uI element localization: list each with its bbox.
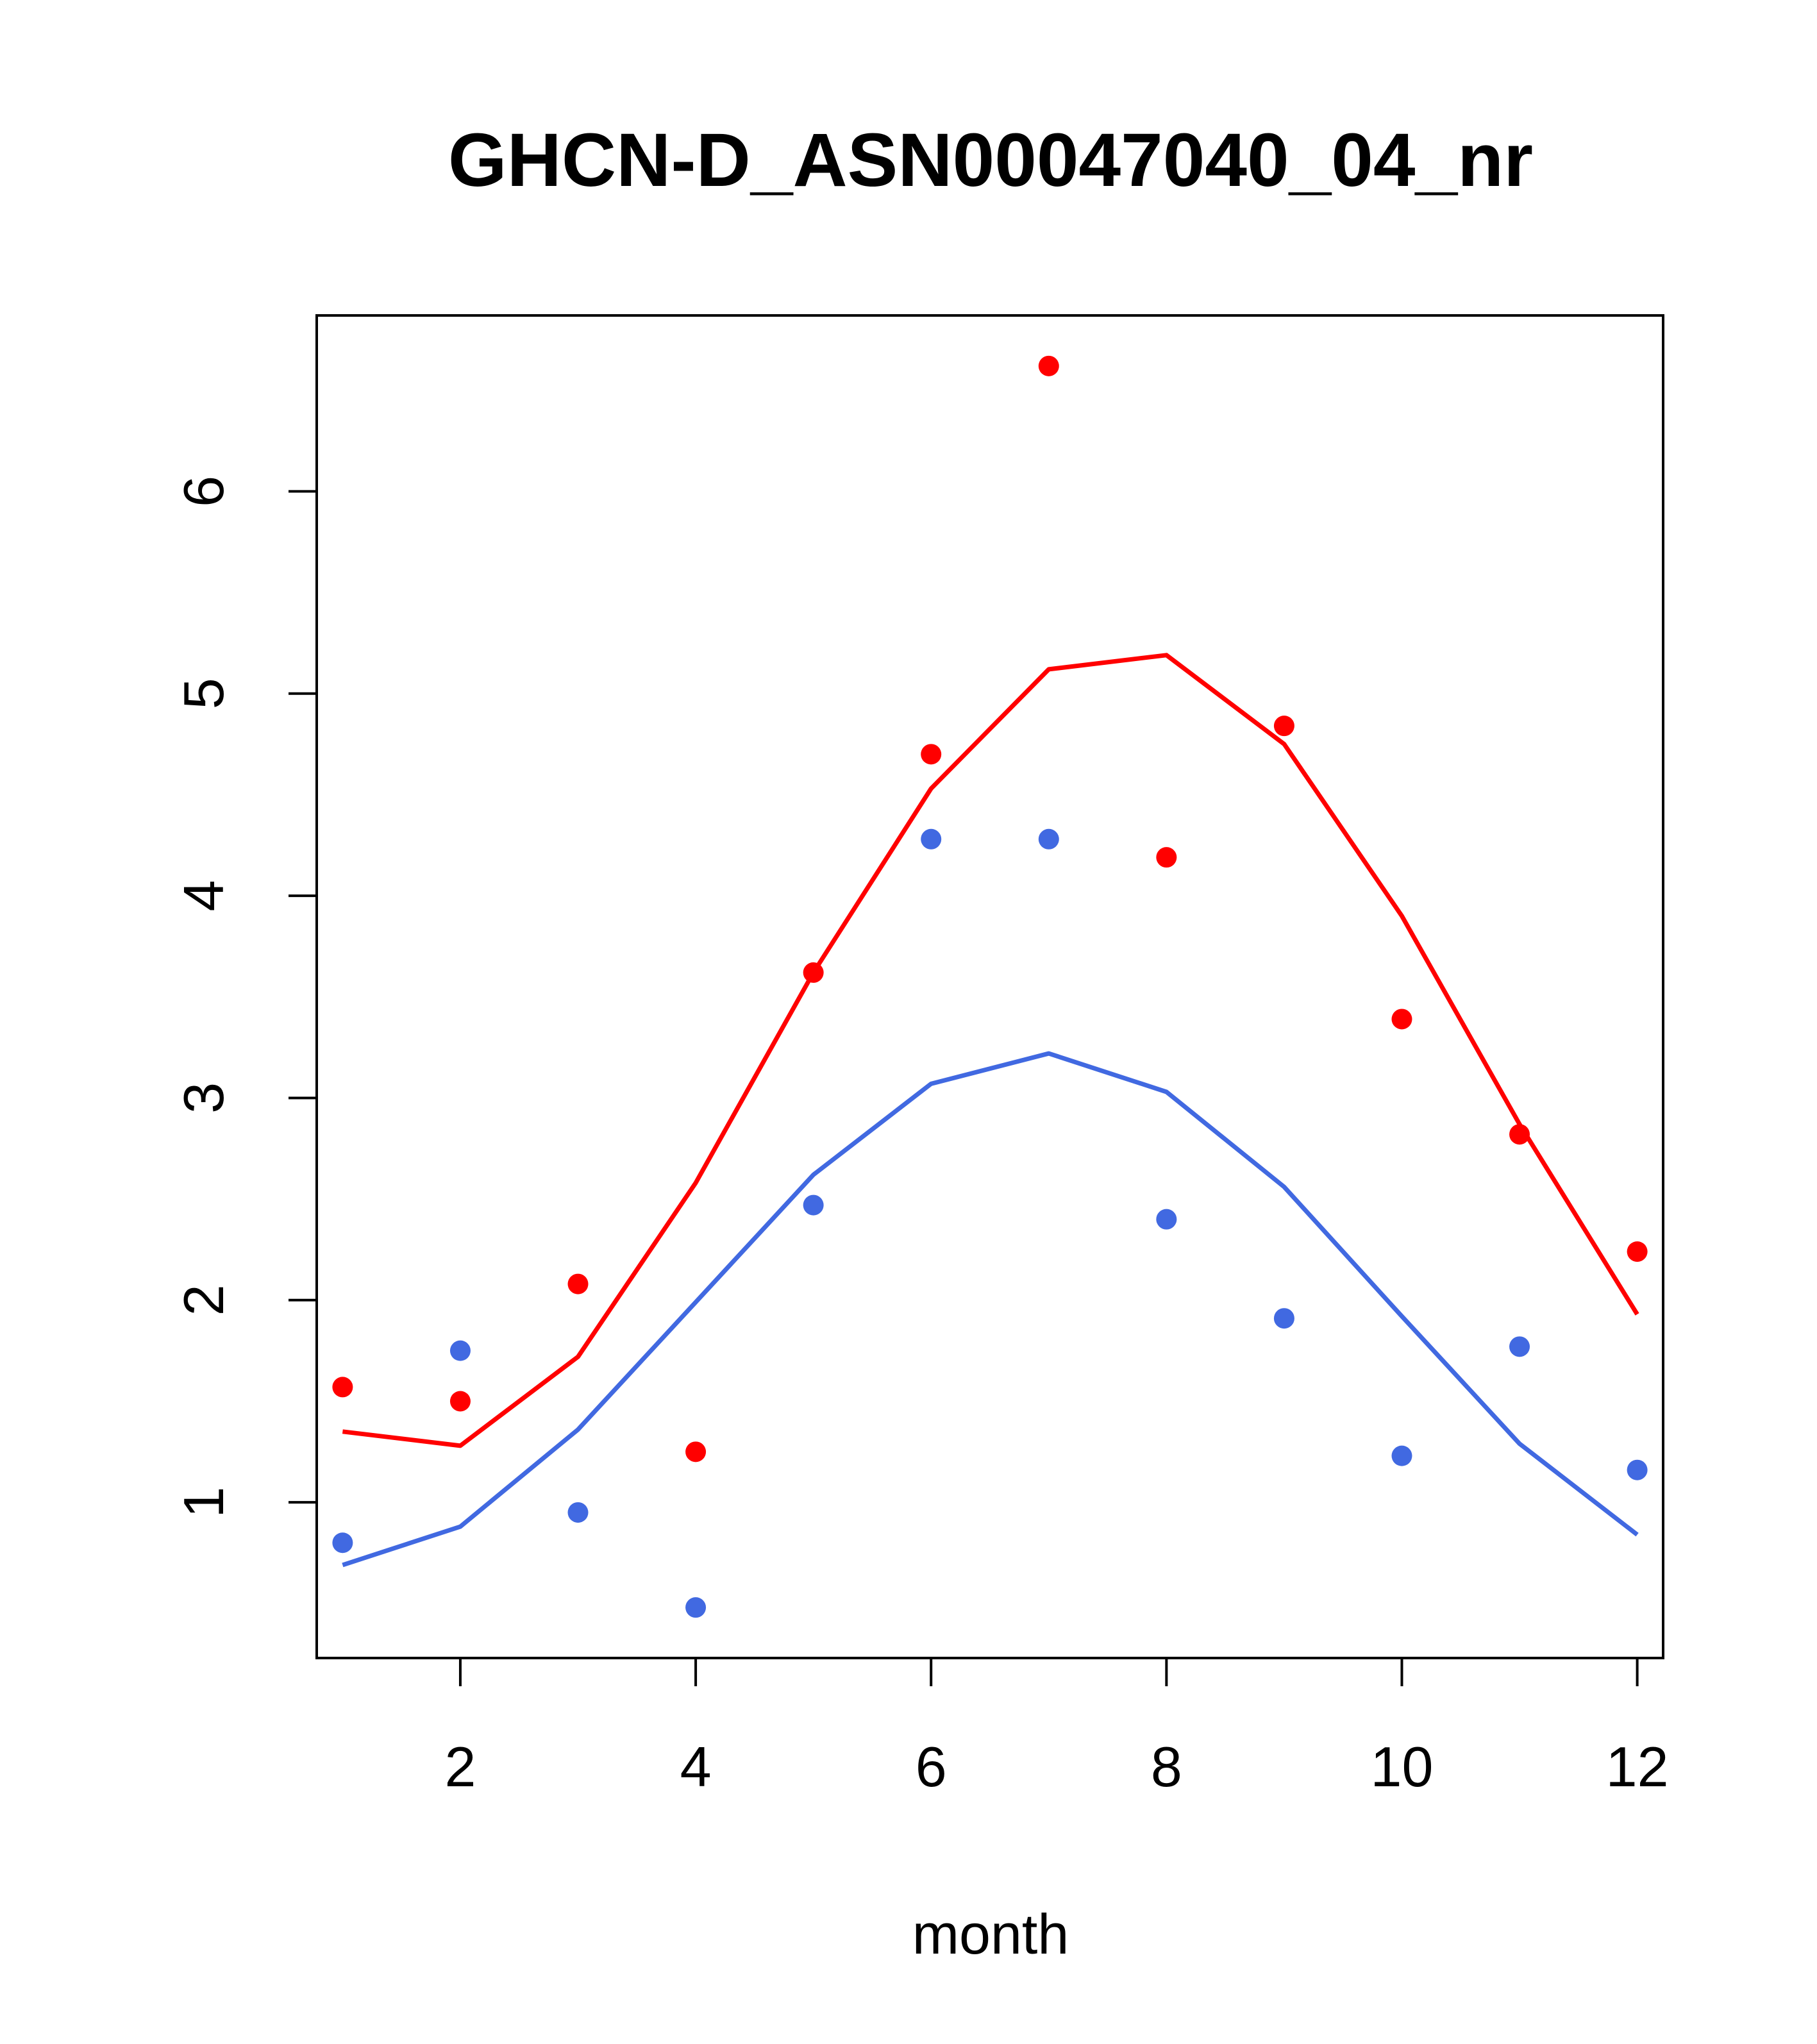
series-2-point [332, 1532, 353, 1554]
series-1-point [685, 1441, 707, 1462]
y-tick-label: 5 [172, 678, 235, 709]
series-layer [332, 355, 1648, 1618]
x-tick-label: 12 [1606, 1735, 1669, 1798]
series-1-point [449, 1391, 471, 1412]
series-2-point [1156, 1209, 1177, 1230]
chart-title: GHCN-D_ASN00047040_04_nr [448, 118, 1533, 203]
plot-frame [315, 314, 1664, 1659]
series-2-point [1627, 1459, 1648, 1480]
series-1-point [1273, 716, 1294, 737]
series-1-point [332, 1377, 353, 1398]
y-tick-label: 6 [172, 476, 235, 507]
x-axis-label: month [912, 1902, 1069, 1966]
series-2-point [803, 1194, 824, 1216]
series-2-point [1509, 1336, 1530, 1357]
y-tick-label: 4 [172, 880, 235, 912]
series-2-point [449, 1340, 471, 1361]
series-1-point [1391, 1009, 1412, 1030]
x-axis: 2 4 6 8 10 12 [444, 1658, 1669, 1798]
y-tick-label: 2 [172, 1284, 235, 1316]
series-1-point [1038, 355, 1059, 376]
series-2-line [342, 1051, 1639, 1568]
series-1-point [567, 1273, 589, 1294]
x-tick-label: 6 [916, 1735, 947, 1798]
series-1-point [921, 744, 942, 765]
y-axis: 1 2 3 4 5 6 [172, 476, 317, 1518]
series-1-point [1509, 1124, 1530, 1145]
x-tick-label: 8 [1151, 1735, 1182, 1798]
series-2-point [1391, 1445, 1412, 1466]
series-1-point [1156, 847, 1177, 868]
series-2-point [685, 1597, 707, 1618]
series-2-point [1038, 828, 1059, 850]
y-tick-label: 3 [172, 1082, 235, 1114]
series-2-point [567, 1502, 589, 1523]
series-2-point [1273, 1308, 1294, 1329]
series-2-point [921, 828, 942, 850]
series-1-point [803, 962, 824, 983]
x-tick-label: 4 [680, 1735, 712, 1798]
y-tick-label: 1 [172, 1487, 235, 1518]
x-tick-label: 2 [444, 1735, 476, 1798]
x-tick-label: 10 [1371, 1735, 1434, 1798]
series-1-point [1627, 1241, 1648, 1262]
series-1-line [342, 653, 1639, 1448]
